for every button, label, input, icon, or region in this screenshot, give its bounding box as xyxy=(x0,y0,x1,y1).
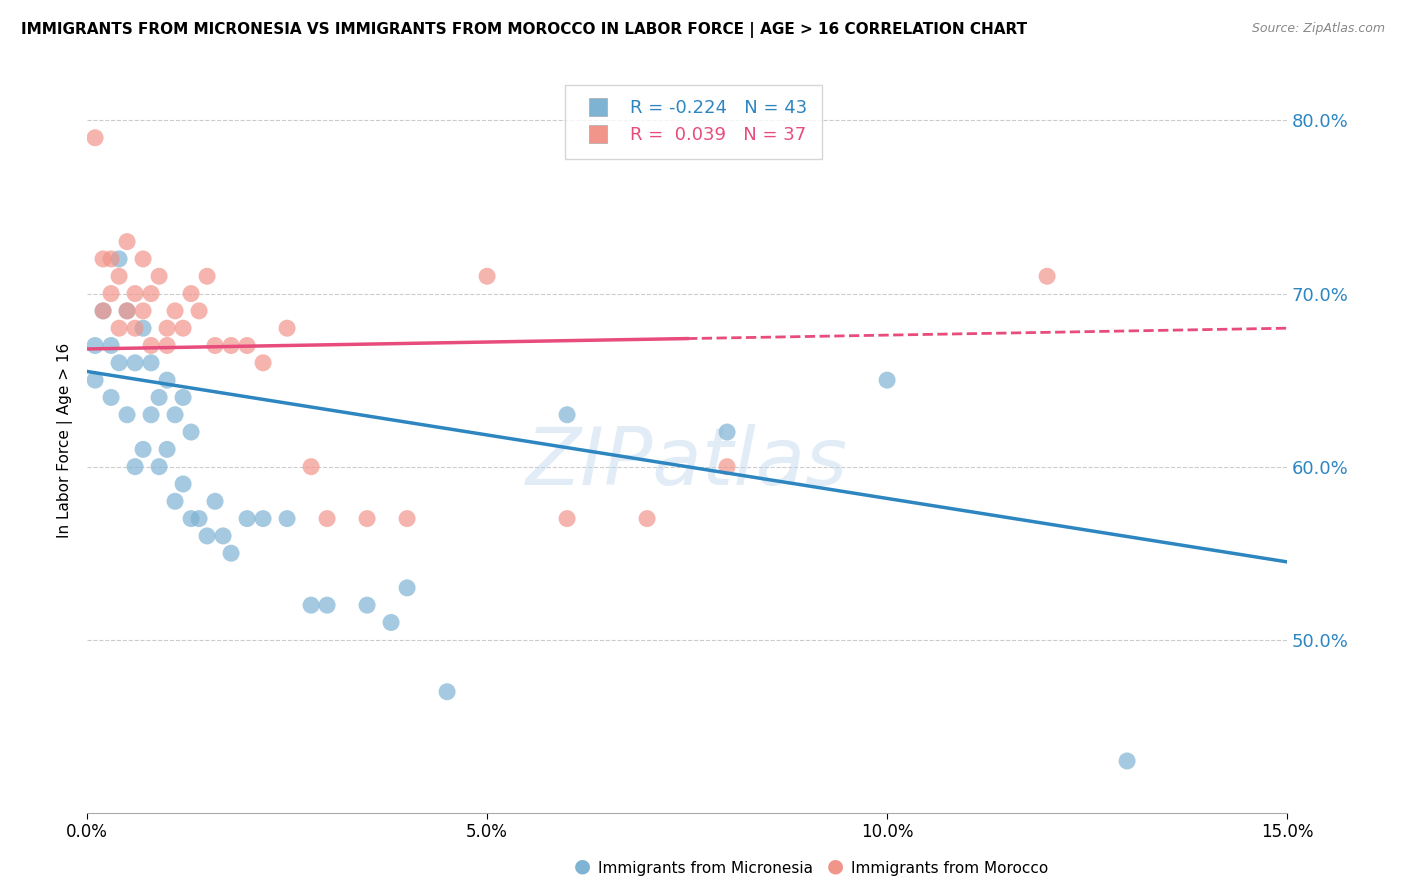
Point xyxy=(716,459,738,474)
Text: Source: ZipAtlas.com: Source: ZipAtlas.com xyxy=(1251,22,1385,36)
Legend: R = -0.224   N = 43, R =  0.039   N = 37: R = -0.224 N = 43, R = 0.039 N = 37 xyxy=(565,85,823,159)
Point xyxy=(139,338,162,352)
Point xyxy=(188,304,211,318)
Point xyxy=(436,684,458,698)
Point xyxy=(132,252,155,266)
Point xyxy=(876,373,898,387)
Point xyxy=(156,373,179,387)
Point xyxy=(276,321,298,335)
Point xyxy=(212,529,235,543)
Point xyxy=(148,269,170,284)
Point xyxy=(115,304,138,318)
Point xyxy=(108,356,131,370)
Point xyxy=(148,459,170,474)
Point xyxy=(139,286,162,301)
Point xyxy=(195,269,218,284)
Point xyxy=(84,130,107,145)
Point xyxy=(172,321,194,335)
Point xyxy=(180,425,202,439)
Point xyxy=(124,321,146,335)
Point xyxy=(204,494,226,508)
Point xyxy=(100,391,122,405)
Point xyxy=(555,408,578,422)
Point xyxy=(100,252,122,266)
Point xyxy=(636,511,658,525)
Point xyxy=(195,529,218,543)
Point xyxy=(475,269,498,284)
Point xyxy=(299,459,322,474)
Point xyxy=(1116,754,1139,768)
Point xyxy=(100,338,122,352)
Text: Immigrants from Micronesia: Immigrants from Micronesia xyxy=(598,861,813,876)
Text: IMMIGRANTS FROM MICRONESIA VS IMMIGRANTS FROM MOROCCO IN LABOR FORCE | AGE > 16 : IMMIGRANTS FROM MICRONESIA VS IMMIGRANTS… xyxy=(21,22,1028,38)
Point xyxy=(219,546,242,560)
Point xyxy=(276,511,298,525)
Point xyxy=(555,511,578,525)
Point xyxy=(165,408,187,422)
Point xyxy=(115,304,138,318)
Point xyxy=(100,286,122,301)
Point xyxy=(180,286,202,301)
Text: ●: ● xyxy=(827,857,844,876)
Point xyxy=(108,321,131,335)
Point xyxy=(356,511,378,525)
Text: ●: ● xyxy=(574,857,591,876)
Point xyxy=(204,338,226,352)
Point xyxy=(91,252,114,266)
Point xyxy=(108,252,131,266)
Point xyxy=(124,356,146,370)
Point xyxy=(132,321,155,335)
Point xyxy=(124,459,146,474)
Point xyxy=(219,338,242,352)
Point xyxy=(165,304,187,318)
Point xyxy=(252,511,274,525)
Point xyxy=(115,235,138,249)
Point xyxy=(132,442,155,457)
Point xyxy=(236,511,259,525)
Point xyxy=(156,321,179,335)
Y-axis label: In Labor Force | Age > 16: In Labor Force | Age > 16 xyxy=(58,343,73,539)
Point xyxy=(156,442,179,457)
Point xyxy=(316,598,339,612)
Point xyxy=(236,338,259,352)
Text: ZIPatlas: ZIPatlas xyxy=(526,424,848,502)
Point xyxy=(165,494,187,508)
Point xyxy=(188,511,211,525)
Point xyxy=(115,408,138,422)
Point xyxy=(299,598,322,612)
Point xyxy=(396,581,419,595)
Point xyxy=(1036,269,1059,284)
Point xyxy=(139,408,162,422)
Point xyxy=(172,477,194,491)
Point xyxy=(91,304,114,318)
Point xyxy=(84,373,107,387)
Point xyxy=(132,304,155,318)
Point xyxy=(180,511,202,525)
Point xyxy=(139,356,162,370)
Point xyxy=(172,391,194,405)
Point xyxy=(252,356,274,370)
Point xyxy=(148,391,170,405)
Point xyxy=(84,338,107,352)
Point xyxy=(716,425,738,439)
Point xyxy=(124,286,146,301)
Point xyxy=(316,511,339,525)
Point xyxy=(91,304,114,318)
Point xyxy=(108,269,131,284)
Point xyxy=(156,338,179,352)
Point xyxy=(356,598,378,612)
Text: Immigrants from Morocco: Immigrants from Morocco xyxy=(851,861,1047,876)
Point xyxy=(396,511,419,525)
Point xyxy=(380,615,402,630)
